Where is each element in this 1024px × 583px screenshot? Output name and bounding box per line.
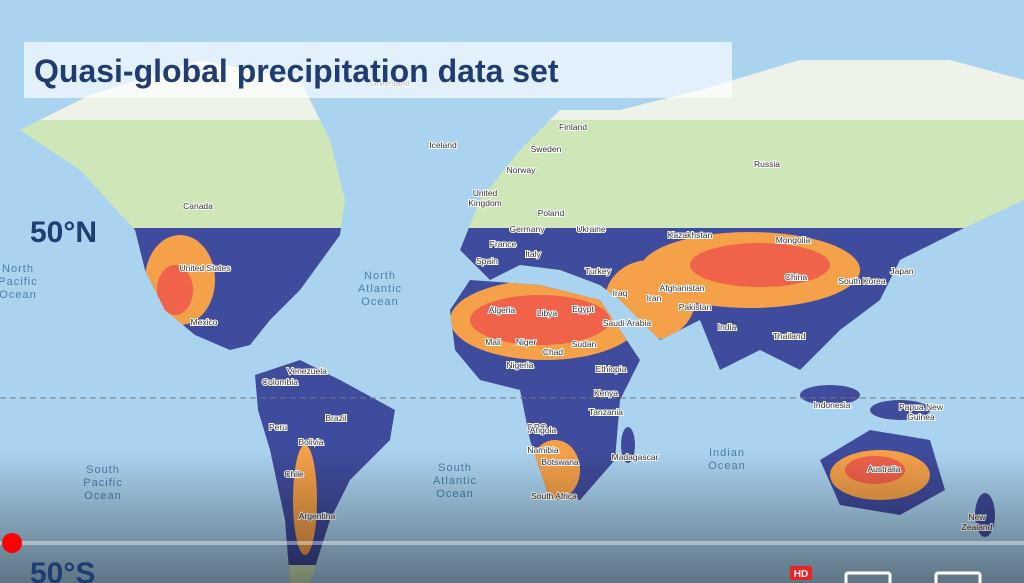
player-shade [0,450,1024,583]
place-label-line: Kingdom [468,198,502,208]
ocean-label: North Pacific Ocean [0,263,38,301]
hd-badge-text: HD [794,569,808,580]
place-label: Turkey [585,266,611,276]
place-label: South Korea [838,276,886,286]
title-box [24,42,732,98]
place-label: Mongolia [776,235,811,245]
place-label: Mexico [191,317,218,327]
place-label: Algeria [489,305,516,315]
place-label: Tanzania [589,407,623,417]
latitude-label: 50°N [30,216,97,249]
place-label: Iceland [429,140,457,150]
place-label: Iraq [613,288,628,298]
place-label: Brazil [325,413,346,423]
ocean-label-line: Pacific [0,276,38,288]
place-label: Thailand [773,331,806,341]
place-label: Libya [537,308,558,318]
place-label: Germany [510,224,546,234]
place-label-line: Papua New [899,402,944,412]
place-label: Kazakhstan [668,230,713,240]
place-label: Afghanistan [660,283,705,293]
place-label: China [785,272,807,282]
place-label: Nigeria [507,360,534,370]
ocean-label-line: North [364,270,396,282]
place-label: Kenya [594,388,618,398]
place-label: Egypt [572,304,594,314]
place-label: Chad [543,347,564,357]
place-label: Angola [530,425,557,435]
title: Quasi-global precipitation data set [34,53,559,89]
labels: NorthPacificOceanNorthAtlanticOceanSouth… [0,77,994,533]
place-label: Mali [485,337,501,347]
place-label: Norway [507,165,537,175]
place-label: Ethiopia [596,364,627,374]
place-label: Finland [559,122,587,132]
place-label: Poland [538,208,565,218]
latitude-label: 50°S [30,557,95,583]
fullscreen-button[interactable] [934,571,982,583]
place-label: Niger [516,337,536,347]
progress-handle[interactable] [2,533,22,553]
place-label: Japan [890,266,913,276]
place-label: DRC [528,422,546,432]
place-label: Pakistan [679,302,712,312]
place-label-line: Guinea [907,412,935,422]
place-label: United States [179,263,230,273]
place-label: Bolivia [298,437,323,447]
place-label-line: United [473,188,498,198]
place-label: Russia [754,159,780,169]
place-label: Sweden [531,144,562,154]
ocean-label-line: North [2,263,34,275]
place-label: Saudi Arabia [603,318,651,328]
settings-button[interactable] [844,571,892,583]
ocean-label-line: Ocean [361,296,398,308]
place-label: France [490,239,517,249]
place-label: United Kingdom [468,188,502,208]
place-label: Papua New Guinea [899,402,944,422]
hd-badge[interactable] [790,566,812,580]
place-label: Spain [476,256,498,266]
progress-bar[interactable] [0,541,1024,545]
place-label: Colombia [262,377,298,387]
ocean-label-line: Atlantic [358,283,402,295]
ocean-label-line: Ocean [0,289,37,301]
place-label: Canada [183,201,213,211]
place-label: Venezuela [287,366,327,376]
place-label: Iran [647,293,662,303]
ocean-label: North Atlantic Ocean [358,270,402,308]
place-label: Ukraine [576,224,606,234]
place-label: India [718,322,737,332]
place-label: Peru [269,422,287,432]
place-label: Italy [525,249,541,259]
place-label: Sudan [572,339,597,349]
place-label: Indonesia [814,400,851,410]
